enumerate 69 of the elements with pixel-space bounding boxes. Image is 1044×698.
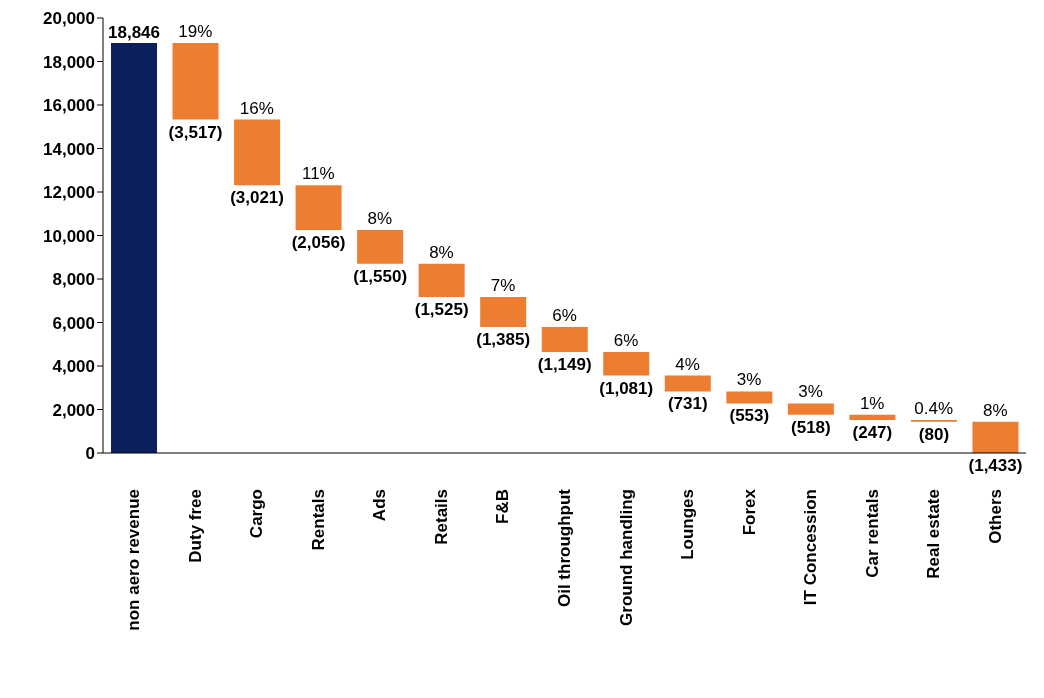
data-label: (1,433) <box>968 456 1023 475</box>
data-label: (1,525) <box>414 299 469 319</box>
x-tick-label: Rentals <box>308 489 328 551</box>
bar <box>972 421 1019 453</box>
x-tick-label: Car rentals <box>862 489 882 578</box>
annotation: 4% <box>675 354 700 374</box>
data-label: (1,550) <box>353 266 408 286</box>
x-tick-label: Ground handling <box>616 489 636 626</box>
annotation: 8% <box>367 209 393 229</box>
data-label: (1,149) <box>537 355 592 375</box>
x-tick-label: Cargo <box>247 489 267 539</box>
y-tick-label: 16,000 <box>43 96 95 116</box>
data-label: (2,056) <box>291 233 346 253</box>
x-tick-label: Lounges <box>678 489 698 560</box>
bar <box>172 43 219 120</box>
y-tick-label: 8,000 <box>52 270 95 290</box>
x-tick-label: Ads <box>370 489 390 522</box>
x-tick-label: Duty free <box>185 489 205 563</box>
data-label: (80) <box>918 424 950 444</box>
bar <box>787 403 834 415</box>
x-tick-label: F&B <box>493 489 513 524</box>
annotation: 16% <box>239 98 274 118</box>
y-tick-label: 2,000 <box>52 400 95 420</box>
bar <box>541 327 588 353</box>
y-tick-label: 0 <box>85 444 95 464</box>
y-tick-label: 10,000 <box>43 226 95 246</box>
x-tick-label: Forex <box>739 488 759 536</box>
x-tick-label: Oil throughput <box>555 488 574 608</box>
bar <box>480 296 527 328</box>
bar <box>357 230 404 264</box>
bar <box>234 119 281 186</box>
data-label: (553) <box>729 406 770 426</box>
x-tick-label: Retails <box>431 489 451 545</box>
x-tick-label: Real estate <box>924 489 944 579</box>
annotation: 7% <box>490 275 516 295</box>
annotation: 11% <box>301 164 335 184</box>
y-tick-label: 4,000 <box>52 357 95 377</box>
annotation: 6% <box>613 331 639 351</box>
bar <box>726 391 773 404</box>
y-tick-label: 12,000 <box>43 183 95 203</box>
data-label: (1,385) <box>476 330 531 350</box>
bar <box>418 263 465 297</box>
y-tick-label: 14,000 <box>43 139 95 159</box>
annotation: 3% <box>736 370 762 390</box>
data-label: (731) <box>667 394 708 414</box>
data-label: (247) <box>852 423 893 443</box>
data-label: (3,021) <box>230 188 284 208</box>
data-label: (1,081) <box>599 378 654 398</box>
annotation: 8% <box>982 400 1008 420</box>
annotation: 3% <box>798 382 823 402</box>
bar <box>664 375 711 392</box>
bar <box>295 185 342 231</box>
annotation: 0.4% <box>914 399 954 419</box>
annotation: 1% <box>859 393 885 413</box>
annotation: 6% <box>552 306 577 326</box>
data-label: (518) <box>791 417 831 437</box>
y-tick-label: 6,000 <box>52 313 95 333</box>
y-tick-label: 20,000 <box>43 9 95 29</box>
bar <box>849 414 896 421</box>
x-tick-label: IT Concession <box>801 489 821 606</box>
annotation: 19% <box>178 22 213 42</box>
data-label: (3,517) <box>168 122 223 142</box>
bar <box>111 43 157 453</box>
bar <box>603 352 650 376</box>
y-tick-label: 18,000 <box>43 52 95 72</box>
annotation: 8% <box>429 242 454 262</box>
x-tick-label: Others <box>985 489 1005 544</box>
x-tick-label: non aero revenue <box>124 489 144 631</box>
data-label: 18,846 <box>108 23 160 43</box>
